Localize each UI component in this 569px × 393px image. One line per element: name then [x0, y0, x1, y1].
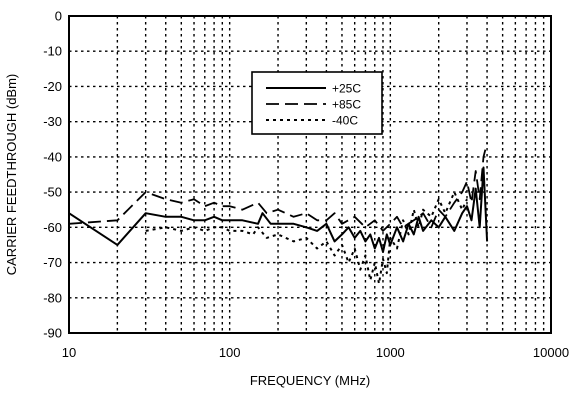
- legend-label: +25C: [332, 82, 361, 96]
- legend: +25C +85C -40C: [251, 71, 383, 135]
- legend-label: -40C: [332, 114, 358, 128]
- series-line-3: [145, 191, 468, 285]
- x-axis-title: FREQUENCY (MHz): [250, 373, 370, 388]
- y-tick-labels: 0 -10 -20 -30 -40 -50 -60 -70 -80 -90: [43, 9, 62, 341]
- y-axis-title: CARRIER FEEDTHROUGH (dBm): [4, 74, 19, 276]
- x-tick-label: 1000: [376, 345, 405, 360]
- series-lines: [68, 142, 489, 285]
- y-tick-label: -50: [43, 185, 62, 200]
- y-tick-label: -60: [43, 220, 62, 235]
- series-line-1: [68, 166, 489, 253]
- series-line-2: [68, 142, 488, 232]
- x-tick-label: 10: [62, 345, 76, 360]
- y-tick-label: -30: [43, 114, 62, 129]
- y-tick-label: -80: [43, 290, 62, 305]
- y-tick-label: -40: [43, 149, 62, 164]
- x-tick-labels: 10 100 1000 10000: [62, 345, 569, 360]
- y-tick-label: -90: [43, 326, 62, 341]
- plot-frame: [68, 15, 552, 334]
- legend-box: [251, 71, 383, 135]
- grid: [69, 16, 551, 333]
- x-tick-label: 10000: [533, 345, 569, 360]
- legend-label: +85C: [332, 98, 361, 112]
- y-tick-label: -70: [43, 255, 62, 270]
- x-tick-label: 100: [219, 345, 241, 360]
- y-tick-label: -10: [43, 44, 62, 59]
- y-tick-label: -20: [43, 79, 62, 94]
- y-tick-label: 0: [55, 9, 62, 24]
